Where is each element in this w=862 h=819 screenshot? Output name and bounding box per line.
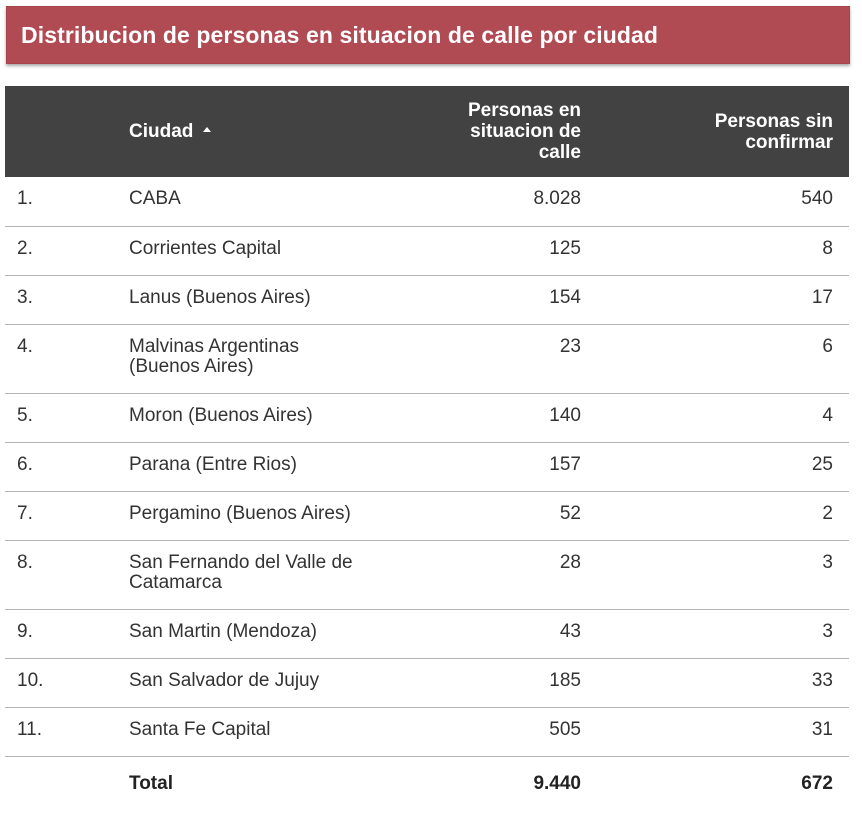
row-ciudad: Santa Fe Capital — [129, 718, 271, 740]
row-sin-confirmar: 540 — [801, 188, 833, 209]
header-row: Ciudad Personas en situacion de calle Pe… — [5, 86, 849, 177]
row-sin-confirmar: 33 — [811, 669, 833, 691]
row-ciudad: San Salvador de Jujuy — [129, 669, 320, 691]
table-row: 11. Santa Fe Capital 505 31 — [5, 707, 849, 756]
row-personas: 154 — [549, 286, 581, 308]
row-sin-confirmar: 31 — [811, 718, 833, 740]
header-personas[interactable]: Personas en situacion de calle — [415, 86, 595, 177]
row-ciudad: Lanus (Buenos Aires) — [129, 286, 311, 308]
total-personas: 9.440 — [533, 772, 581, 794]
table-body: 1. CABA 8.028 540 2. Corrientes Capital 125 8 3.… — [5, 177, 849, 756]
row-ciudad: San Martin (Mendoza) — [129, 620, 317, 642]
data-table: Ciudad Personas en situacion de calle Pe… — [5, 86, 849, 811]
row-ciudad: Moron (Buenos Aires) — [129, 404, 313, 426]
table-row: 9. San Martin (Mendoza) 43 3 — [5, 609, 849, 658]
header-index — [5, 86, 115, 177]
sort-ascending-icon[interactable] — [203, 127, 212, 133]
row-index: 1. — [17, 188, 33, 209]
row-index: 11. — [17, 718, 43, 740]
row-personas: 8.028 — [533, 188, 581, 209]
row-sin-confirmar: 4 — [822, 404, 833, 426]
total-row: Total 9.440 672 — [5, 756, 849, 811]
page-title: Distribucion de personas en situacion de… — [21, 21, 659, 48]
row-ciudad: Parana (Entre Rios) — [129, 453, 297, 475]
row-index: 6. — [17, 453, 33, 475]
row-index: 10. — [17, 669, 44, 691]
row-personas: 52 — [559, 502, 581, 524]
row-ciudad: Malvinas Argentinas (Buenos Aires) — [129, 335, 300, 377]
row-index: 7. — [17, 502, 33, 524]
row-ciudad: San Fernando del Valle de Catamarca — [129, 551, 353, 593]
total-sin-confirmar: 672 — [801, 772, 833, 794]
row-sin-confirmar: 6 — [822, 335, 833, 357]
table-row: 10. San Salvador de Jujuy 185 33 — [5, 658, 849, 707]
header-sin-confirmar[interactable]: Personas sin confirmar — [595, 86, 849, 177]
table-row: 4. Malvinas Argentinas (Buenos Aires) 23 6 — [5, 324, 849, 393]
row-personas: 43 — [559, 620, 581, 642]
table-footer: Total 9.440 672 — [5, 756, 849, 811]
row-index: 4. — [17, 335, 33, 357]
row-personas: 185 — [549, 669, 581, 691]
row-ciudad: Pergamino (Buenos Aires) — [129, 502, 351, 524]
table-row: 6. Parana (Entre Rios) 157 25 — [5, 442, 849, 491]
table-row: 8. San Fernando del Valle de Catamarca 28 3 — [5, 540, 849, 609]
header-ciudad[interactable]: Ciudad — [115, 86, 415, 177]
row-index: 2. — [17, 237, 33, 259]
row-personas: 157 — [549, 453, 581, 475]
row-sin-confirmar: 3 — [822, 551, 833, 573]
header-ciudad-label: Ciudad — [129, 121, 194, 142]
table-row: 7. Pergamino (Buenos Aires) 52 2 — [5, 491, 849, 540]
title-bar: Distribucion de personas en situacion de… — [6, 6, 850, 64]
total-index — [5, 756, 115, 811]
row-ciudad: Corrientes Capital — [129, 237, 282, 259]
row-sin-confirmar: 25 — [811, 453, 833, 475]
row-index: 5. — [17, 404, 33, 426]
total-label: Total — [129, 772, 173, 794]
row-index: 3. — [17, 286, 33, 308]
table-row: 3. Lanus (Buenos Aires) 154 17 — [5, 275, 849, 324]
table-header: Ciudad Personas en situacion de calle Pe… — [5, 86, 849, 177]
table-row: 5. Moron (Buenos Aires) 140 4 — [5, 393, 849, 442]
header-personas-label: Personas en situacion de calle — [468, 100, 581, 163]
row-sin-confirmar: 3 — [822, 620, 833, 642]
row-personas: 23 — [559, 335, 581, 357]
row-index: 8. — [17, 551, 33, 573]
row-personas: 140 — [549, 404, 581, 426]
header-sin-confirmar-label: Personas sin confirmar — [714, 110, 833, 153]
table-row: 1. CABA 8.028 540 — [5, 177, 849, 226]
row-personas: 28 — [559, 551, 581, 573]
row-ciudad: CABA — [129, 188, 181, 209]
row-personas: 125 — [549, 237, 581, 259]
row-sin-confirmar: 17 — [811, 286, 833, 308]
row-index: 9. — [17, 620, 33, 642]
row-sin-confirmar: 2 — [822, 502, 833, 524]
row-personas: 505 — [549, 718, 581, 740]
table-row: 2. Corrientes Capital 125 8 — [5, 226, 849, 275]
row-sin-confirmar: 8 — [822, 237, 833, 259]
